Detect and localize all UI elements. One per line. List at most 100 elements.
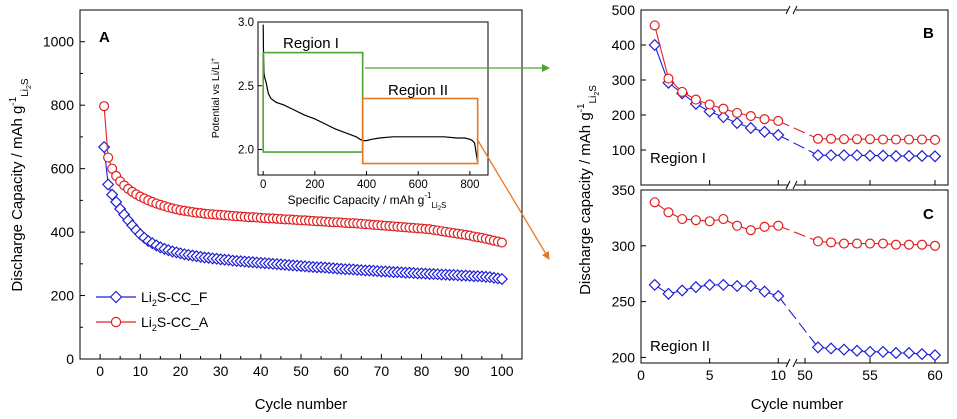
- legend-f-marker: [109, 290, 123, 304]
- panel-b-point-a: [838, 134, 850, 145]
- panel-b: 100 200 300 400 500 B Region I: [612, 2, 949, 190]
- panel-b-break-mark-top-1: [785, 5, 791, 15]
- inset-y-axis-label: Potential vs Li/Li+: [210, 58, 222, 139]
- panel-a-y-axis-label-sup: -1: [8, 96, 19, 105]
- panel-c-point-f: [758, 285, 771, 298]
- panel-c-x-tick-label: 5: [706, 367, 714, 383]
- panel-bc-y-axis-label-subsub: 2: [594, 92, 601, 96]
- panel-b-point-f: [730, 116, 744, 130]
- panel-b-point-a: [773, 115, 784, 127]
- panel-c-series-a: [649, 197, 941, 251]
- panel-a-point-a: [496, 237, 507, 248]
- panel-a-x-tick-label: 60: [333, 363, 349, 379]
- inset-x-axis-label-subtail: S: [441, 201, 446, 210]
- inset-y-axis-label-main: Potential vs Li/Li: [210, 62, 222, 138]
- panel-b-point-a: [759, 114, 770, 125]
- panel-b-point-a: [864, 134, 876, 145]
- panel-c-point-a: [745, 225, 756, 236]
- panel-a-x-axis-label: Cycle number: [255, 396, 348, 413]
- panel-c-point-a: [812, 236, 824, 247]
- panel-a-x-tick-label: 50: [293, 363, 309, 379]
- panel-b-point-f: [772, 128, 785, 142]
- panel-c-point-f: [850, 344, 864, 357]
- panel-b-point-f: [863, 149, 877, 162]
- legend-f-label: Li2S-CC_F: [141, 289, 207, 308]
- inset-x-tick-label: 600: [409, 179, 428, 191]
- legend-f-label-sub: 2: [152, 298, 157, 308]
- panel-bc-y-axis-label: Discharge capacity / mAh g-1Li2S: [576, 85, 601, 295]
- panel-c-point-f: [730, 279, 744, 293]
- panel-a-frame: [79, 9, 523, 360]
- inset-ticks: 0 200 400 600 800 2.0 2.5 3.0: [238, 17, 480, 191]
- panel-b-point-a: [877, 134, 889, 145]
- inset-y-tick-label: 3.0: [238, 17, 254, 29]
- panel-b-dashed-link-a: [778, 120, 819, 140]
- panel-c-point-a: [864, 238, 876, 249]
- panel-b-dashed-link-f: [778, 134, 819, 156]
- panel-bc-y-axis-label-sub: Li: [588, 96, 599, 104]
- panel-c-point-f: [717, 278, 730, 292]
- panel-a-y-tick-label: 800: [51, 97, 75, 113]
- panel-c-point-f: [689, 280, 703, 294]
- region-ii-arrow: [476, 138, 550, 260]
- inset-potential-curve: [262, 24, 479, 163]
- panel-a-label: A: [99, 29, 110, 46]
- panel-c-point-a: [877, 238, 889, 249]
- panel-c-x-tick-label: 0: [637, 367, 645, 383]
- panel-c-dashed-link-f: [777, 295, 819, 348]
- panel-a-x-tick-label: 20: [173, 363, 189, 379]
- panel-b-point-a: [825, 133, 837, 144]
- panel-a-y-axis-label-main: Discharge Capacity / mAh g: [9, 106, 26, 292]
- legend-a-label-sub: 2: [152, 323, 157, 333]
- panel-b-point-f: [811, 149, 825, 162]
- panel-a-y-axis-label: Discharge Capacity / mAh g-1Li2S: [8, 78, 33, 292]
- panel-b-point-f: [758, 125, 771, 138]
- panel-b-point-a: [677, 86, 688, 97]
- panel-a-legend: Li2S-CC_F Li2S-CC_A: [96, 289, 209, 333]
- panel-b-point-a: [890, 134, 902, 145]
- panel-b-point-f: [717, 110, 730, 124]
- panel-a-point-f: [495, 272, 509, 286]
- panel-b-point-f: [915, 149, 929, 163]
- panel-a-y-axis-label-subtail: S: [20, 78, 31, 85]
- panel-b-break-gap-bottom: [788, 180, 796, 190]
- panel-b-point-a: [649, 20, 660, 31]
- panel-c-point-f: [837, 343, 851, 356]
- inset-y-tick-label: 2.0: [238, 145, 254, 157]
- panel-bc-y-axis-label-sup: -1: [576, 103, 587, 112]
- panel-c-y-tick-label: 200: [612, 349, 636, 365]
- panel-c-point-a: [916, 239, 928, 250]
- panel-c-line-f-seg1: [654, 284, 779, 297]
- panel-a-y-axis-label-subsub: 2: [26, 85, 33, 89]
- panel-b-ticks: 100 200 300 400 500: [612, 2, 936, 185]
- panel-b-y-tick-label: 400: [612, 37, 636, 53]
- panel-b-break-mark-bottom-1: [785, 180, 791, 190]
- panel-c-point-a: [759, 221, 770, 232]
- panel-c-series: [648, 197, 942, 362]
- panel-c-point-f: [889, 346, 903, 360]
- panel-c-point-a: [825, 237, 837, 248]
- panel-a-x-tick-label: 90: [454, 363, 470, 379]
- panel-b-line-f-seg1: [654, 44, 779, 136]
- panel-a-point-a: [103, 152, 114, 163]
- panel-b-point-a: [851, 134, 863, 145]
- panel-a-series-a: [99, 101, 507, 248]
- panel-a-x-tick-label: 100: [490, 363, 514, 379]
- panel-c-point-f: [902, 346, 916, 360]
- panel-b-series-a: [649, 20, 941, 145]
- panel-c-break-gap-bottom: [788, 358, 796, 368]
- panel-b-point-f: [876, 149, 890, 162]
- inset-region-ii-box: [361, 97, 479, 165]
- panel-b-point-f: [850, 149, 864, 162]
- panel-b-point-a: [663, 73, 674, 84]
- panel-b-break-gap-top: [788, 5, 796, 15]
- panel-b-label: B: [923, 25, 934, 42]
- panel-c-point-a: [890, 239, 902, 250]
- panel-a-point-f: [101, 178, 115, 191]
- inset-x-axis-label-subsub: 2: [438, 206, 442, 212]
- panel-a-series: [97, 101, 509, 286]
- panel-c-point-f: [824, 342, 838, 355]
- panel-b-point-a: [718, 103, 729, 114]
- legend-item-f: Li2S-CC_F: [96, 289, 207, 308]
